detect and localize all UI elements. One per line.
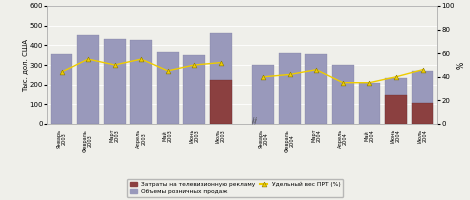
Bar: [210, 33, 232, 124]
Bar: [412, 103, 433, 124]
Bar: [385, 78, 407, 124]
Bar: [279, 53, 301, 124]
Bar: [412, 71, 433, 124]
Bar: [332, 65, 354, 124]
Bar: [77, 36, 99, 124]
Bar: [359, 83, 380, 124]
Bar: [157, 52, 179, 124]
Text: //: //: [251, 119, 256, 125]
Bar: [51, 54, 72, 124]
Bar: [385, 95, 407, 124]
Bar: [306, 54, 327, 124]
Y-axis label: %: %: [456, 61, 465, 69]
Bar: [183, 55, 205, 124]
Bar: [104, 39, 125, 124]
Bar: [130, 40, 152, 124]
Y-axis label: Тыс. дол. США: Тыс. дол. США: [22, 38, 28, 92]
Bar: [252, 65, 274, 124]
Text: //: //: [251, 117, 256, 123]
Bar: [210, 80, 232, 124]
Legend: Затраты на телевизионную рекламу, Объемы розничных продаж, Удельный вес ПРТ (%): Затраты на телевизионную рекламу, Объемы…: [126, 179, 344, 197]
